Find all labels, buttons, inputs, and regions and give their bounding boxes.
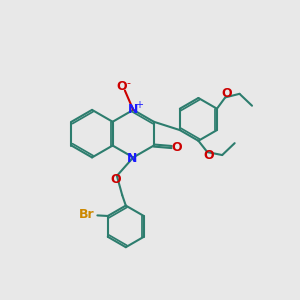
Text: N: N	[127, 152, 137, 164]
Text: O: O	[116, 80, 127, 94]
Text: +: +	[135, 100, 143, 110]
Text: -: -	[127, 78, 131, 88]
Text: N: N	[128, 103, 138, 116]
Text: O: O	[110, 173, 121, 186]
Text: Br: Br	[79, 208, 94, 221]
Text: O: O	[171, 140, 182, 154]
Text: O: O	[204, 148, 214, 162]
Text: O: O	[222, 87, 232, 100]
